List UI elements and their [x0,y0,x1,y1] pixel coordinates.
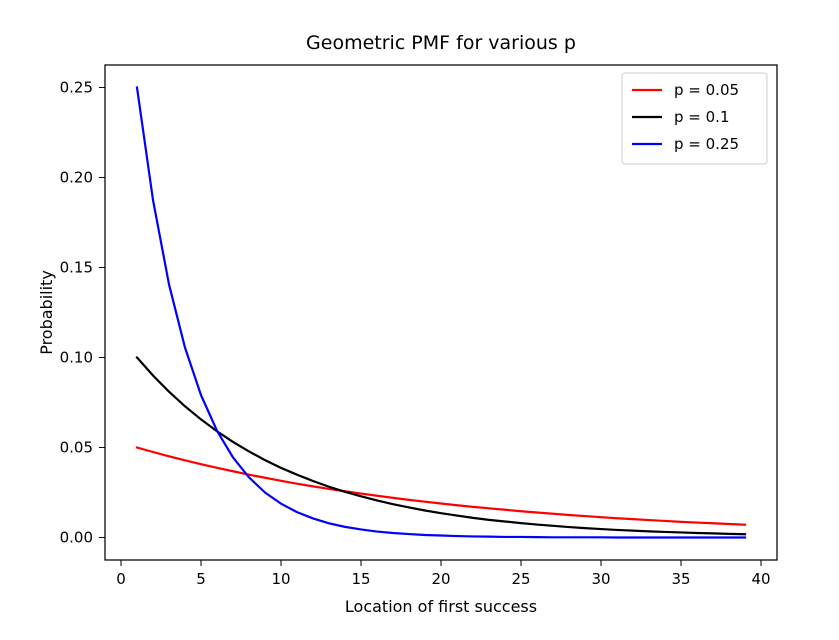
plot-lines [135,86,747,539]
y-tick-label: 0.00 [60,529,93,547]
x-tick-label: 10 [271,570,290,588]
series-line-1 [135,446,747,526]
x-tick-label: 35 [671,570,690,588]
x-tick-label: 30 [591,570,610,588]
x-tick-label: 40 [751,570,770,588]
x-tick-label: 0 [116,570,126,588]
legend-label: p = 0.1 [674,108,729,126]
legend-box [621,72,768,165]
y-axis-label: Probability [37,270,56,355]
y-tick-label: 0.05 [60,439,93,457]
x-tick-label: 5 [196,570,206,588]
x-tick-label: 15 [351,570,370,588]
y-tick-label: 0.10 [60,349,93,367]
y-tick-label: 0.20 [60,169,93,187]
series-line-2 [135,355,747,536]
y-axis-ticks: 0.00 0.05 0.10 0.15 0.20 0.25 [60,79,105,547]
legend-label: p = 0.05 [674,81,739,99]
legend: p = 0.05 p = 0.1 p = 0.25 [621,72,768,165]
x-tick-label: 20 [431,570,450,588]
x-axis-ticks: 0 5 10 15 20 25 30 35 40 [116,560,771,588]
chart-title: Geometric PMF for various p [306,32,576,54]
x-axis-label: Location of first success [345,597,537,616]
y-tick-label: 0.25 [60,79,93,97]
y-tick-label: 0.15 [60,259,93,277]
series-line-3 [135,86,747,539]
x-tick-label: 25 [511,570,530,588]
legend-label: p = 0.25 [674,135,739,153]
